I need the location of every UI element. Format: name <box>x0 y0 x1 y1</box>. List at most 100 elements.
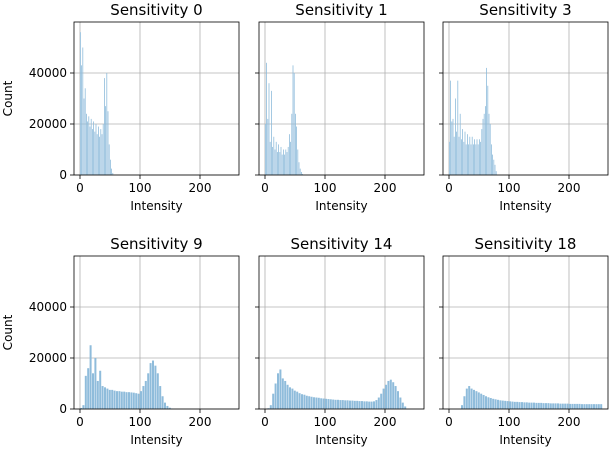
histogram-bar <box>578 403 581 409</box>
plot-area <box>259 256 424 409</box>
histogram-bar <box>101 386 104 409</box>
y-tick-label: 0 <box>59 402 67 416</box>
histogram-bar <box>140 391 142 409</box>
histogram-bar <box>269 405 272 409</box>
histogram-bar <box>552 403 555 409</box>
histogram-bar <box>86 113 87 175</box>
histogram-bar <box>361 401 363 409</box>
histogram-bar <box>373 401 375 409</box>
y-axis-label: Count <box>1 314 15 350</box>
histogram-bar <box>296 391 299 409</box>
histogram-bar <box>470 388 473 409</box>
histogram-bar <box>315 397 318 409</box>
histogram-bar <box>389 379 392 409</box>
plot-area <box>74 256 239 409</box>
histogram-bar <box>272 146 273 175</box>
histogram-bar <box>297 149 299 175</box>
histogram-bar <box>81 65 82 175</box>
histogram-bar <box>82 47 84 175</box>
histogram-bar <box>564 403 567 409</box>
histogram-bar <box>123 391 126 409</box>
histogram-bar <box>118 391 121 409</box>
x-tick-label: 100 <box>129 181 152 195</box>
histogram-bar <box>465 388 468 409</box>
histogram-bar <box>149 363 152 409</box>
axes-frame <box>73 21 240 176</box>
histogram-bar <box>385 384 387 409</box>
histogram-bar <box>506 401 509 409</box>
histogram-bar <box>278 144 279 175</box>
subplot-5: 0 100 200 Sensitivity 14 Intensity <box>255 235 425 447</box>
histogram-bar <box>303 394 306 409</box>
histogram-bar <box>95 124 97 175</box>
x-tick-label: 200 <box>189 415 212 429</box>
histogram-bar <box>590 404 593 409</box>
histogram-bar <box>108 389 111 409</box>
histogram-bar <box>96 380 99 409</box>
histogram-bar <box>470 144 472 175</box>
histogram-bar <box>600 404 603 409</box>
histogram-bar <box>320 398 323 409</box>
x-tick-label: 200 <box>374 415 397 429</box>
histogram-bar <box>493 159 495 175</box>
histogram-bar <box>468 144 469 175</box>
histogram-bar <box>513 401 516 409</box>
histogram-bar <box>576 403 579 409</box>
x-axis-label: Intensity <box>315 199 367 213</box>
histogram-bar <box>477 392 480 409</box>
histogram-bar <box>144 380 147 409</box>
histogram-bar <box>479 139 480 175</box>
histogram-bar <box>337 399 339 409</box>
histogram-bar <box>482 118 484 175</box>
histogram-bar <box>485 106 486 175</box>
histogram-bar <box>545 403 547 409</box>
histogram-bar <box>285 149 287 175</box>
histogram-bar <box>375 400 378 409</box>
histogram-bar <box>492 154 493 175</box>
histogram-bar <box>277 152 278 175</box>
subplot-6: 0 100 200 Sensitivity 18 Intensity <box>439 235 609 447</box>
histogram-bar <box>274 383 277 409</box>
histogram-bar <box>281 154 283 175</box>
histogram-bar <box>99 136 100 175</box>
histogram-bar <box>533 402 535 409</box>
histogram-bar <box>537 402 540 409</box>
histogram-bar <box>111 389 114 409</box>
histogram-bar <box>325 398 327 409</box>
histogram-bar <box>521 402 523 409</box>
histogram-bar <box>313 397 315 409</box>
histogram-bar <box>477 144 479 175</box>
histogram-bar <box>557 403 559 409</box>
x-tick-label: 0 <box>445 181 453 195</box>
histogram-bar <box>84 88 86 175</box>
histogram-bar <box>98 126 99 175</box>
histogram-bar <box>451 121 453 175</box>
histogram-bar <box>458 136 460 175</box>
histogram-bar <box>84 375 87 409</box>
histogram-bar <box>142 386 145 409</box>
histogram-bar <box>504 400 507 409</box>
x-axis-label: Intensity <box>130 433 182 447</box>
histogram-bar <box>281 378 284 409</box>
histogram-bar <box>554 403 557 409</box>
histogram-bar <box>279 152 281 175</box>
histogram-bar <box>530 402 533 409</box>
histogram-bar <box>90 118 92 175</box>
histogram-bar <box>329 399 332 409</box>
histogram-bar <box>100 129 102 175</box>
histogram-bar <box>494 164 496 175</box>
histogram-bar <box>480 141 481 175</box>
x-axis-label: Intensity <box>499 199 551 213</box>
histogram-bar <box>495 171 497 175</box>
histogram-bar <box>475 144 477 175</box>
histogram-bar <box>356 400 359 409</box>
histogram-bar <box>404 406 407 409</box>
histogram-bar <box>487 397 490 409</box>
histogram-bar <box>112 172 114 175</box>
y-tick-label: 0 <box>59 168 67 182</box>
axes-frame <box>73 255 240 410</box>
histogram-bar <box>322 398 325 409</box>
histogram-bar <box>111 168 112 175</box>
x-axis-label: Intensity <box>499 433 551 447</box>
y-tick-label: 40000 <box>29 300 67 314</box>
